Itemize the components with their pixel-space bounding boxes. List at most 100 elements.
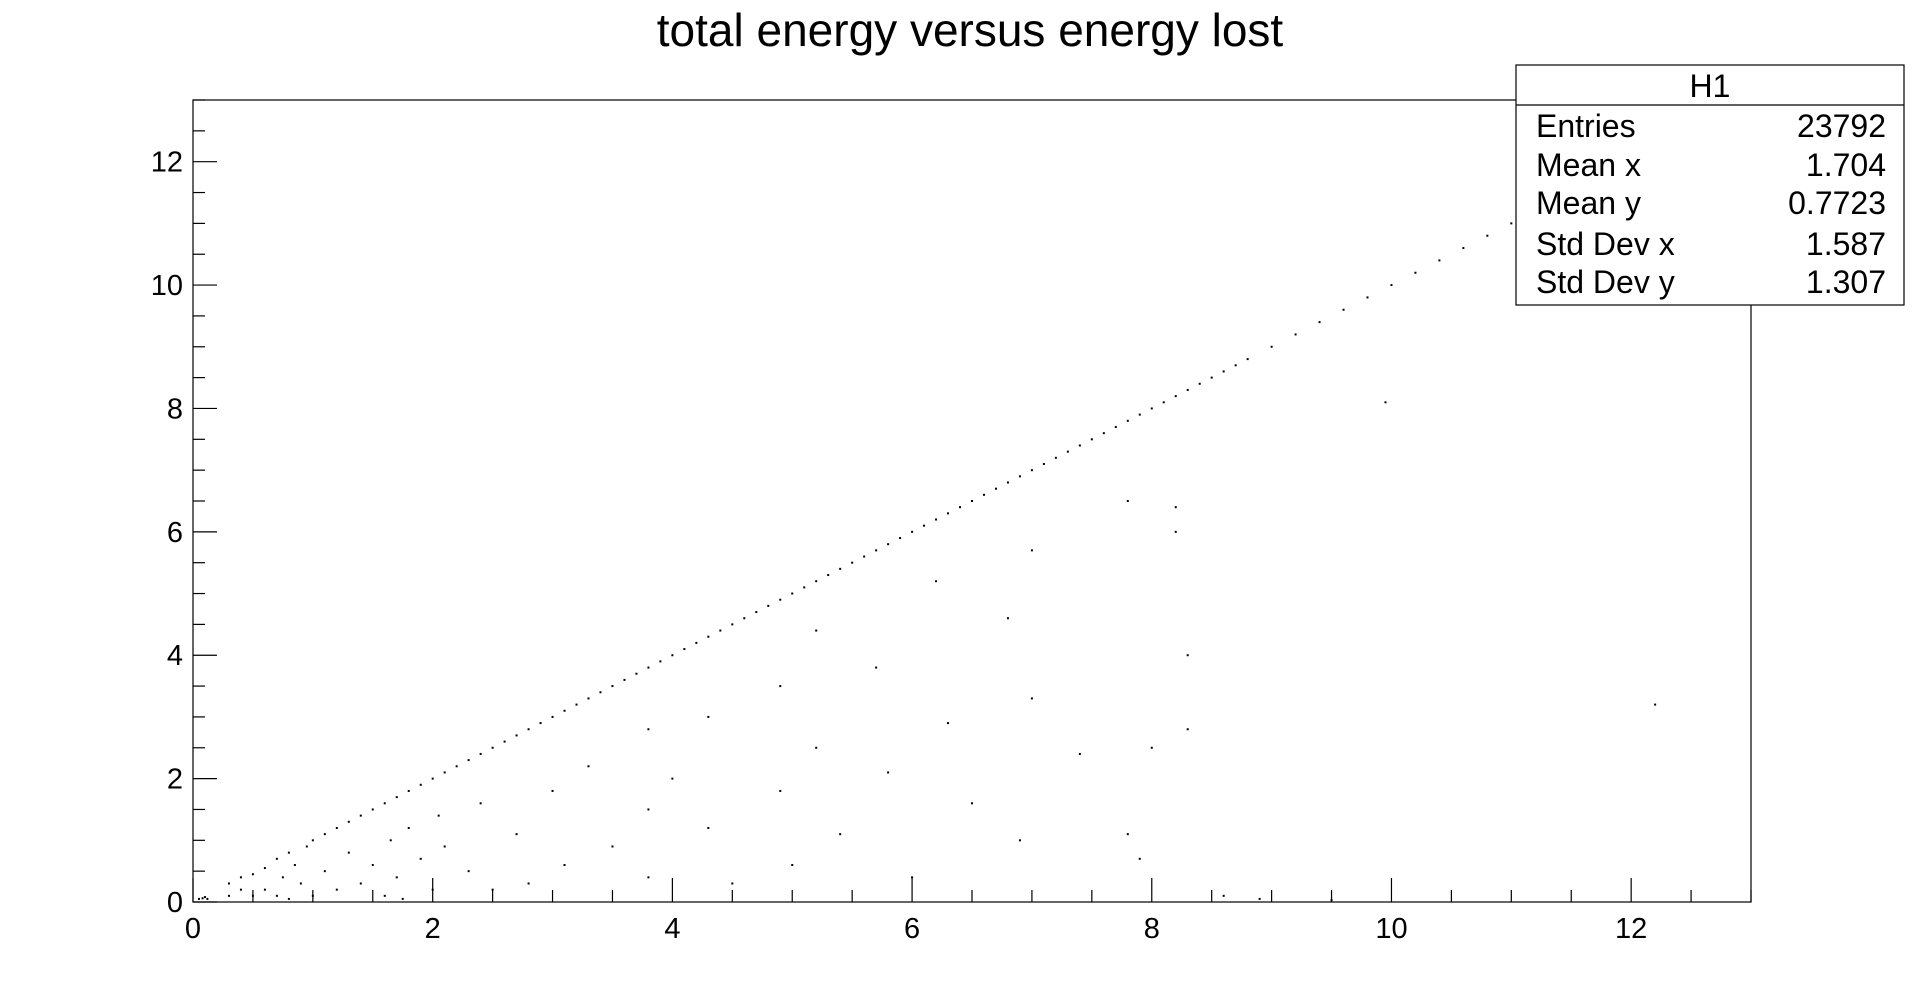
- scatter-point: [407, 789, 410, 792]
- scatter-point: [827, 574, 830, 577]
- axis-ticks: 0 2 4 6 8 10 12 0 2 4 6 8 10 12: [151, 99, 1752, 945]
- scatter-point: [1150, 407, 1153, 410]
- x-tick-label: 0: [185, 913, 201, 945]
- scatter-point: [467, 759, 470, 762]
- scatter-point: [305, 845, 308, 848]
- scatter-point: [1174, 395, 1177, 398]
- scatter-point: [419, 857, 422, 860]
- scatter-point: [563, 709, 566, 712]
- scatter-point: [575, 703, 578, 706]
- scatter-point: [395, 796, 398, 799]
- scatter-point: [299, 882, 302, 885]
- scatter-point: [875, 549, 878, 552]
- scatter-point: [707, 826, 710, 829]
- scatter-point: [1186, 728, 1189, 731]
- scatter-point: [437, 814, 440, 817]
- scatter-point: [1246, 358, 1249, 361]
- scatter-point: [683, 648, 686, 651]
- scatter-point: [359, 814, 362, 817]
- scatter-point: [323, 870, 326, 873]
- scatter-point: [1150, 746, 1153, 749]
- scatter-point: [791, 863, 794, 866]
- scatter-point: [1114, 425, 1117, 428]
- scatter-point: [1510, 222, 1513, 225]
- scatter-point: [347, 851, 350, 854]
- scatter-point: [1384, 401, 1387, 404]
- scatter-point: [527, 728, 530, 731]
- scatter-point: [203, 896, 206, 899]
- scatter-point: [1198, 382, 1201, 385]
- scatter-point: [779, 685, 782, 688]
- scatter-point: [671, 654, 674, 657]
- scatter-point: [623, 678, 626, 681]
- scatter-point: [887, 543, 890, 546]
- scatter-point: [899, 537, 902, 540]
- scatter-point: [1186, 388, 1189, 391]
- scatter-point: [863, 555, 866, 558]
- scatter-point: [1126, 500, 1129, 502]
- y-tick-label: 2: [167, 764, 183, 796]
- scatter-point: [263, 867, 266, 870]
- scatter-point: [275, 857, 278, 860]
- scatter-point: [1258, 897, 1261, 900]
- scatter-point: [611, 685, 614, 688]
- stats-box: H1 Entries 23792 Mean x 1.704 Mean y 0.7…: [1515, 64, 1905, 306]
- scatter-point: [1486, 234, 1489, 237]
- scatter-point: [839, 567, 842, 570]
- scatter-point: [971, 500, 973, 502]
- scatter-point: [455, 765, 458, 768]
- scatter-point: [982, 493, 985, 496]
- scatter-point: [1654, 703, 1657, 706]
- scatter-point: [731, 623, 734, 626]
- scatter-point: [1042, 462, 1045, 465]
- scatter-point: [293, 863, 296, 866]
- scatter-point: [401, 897, 404, 900]
- scatter-point: [359, 882, 362, 885]
- scatter-point: [311, 839, 314, 842]
- scatter-point: [971, 802, 973, 805]
- scatter-point: [755, 611, 758, 614]
- scatter-point: [419, 783, 422, 786]
- scatter-point: [275, 894, 278, 897]
- scatter-point: [803, 586, 806, 589]
- scatter-point: [1270, 345, 1273, 348]
- scatter-point: [335, 888, 338, 891]
- scatter-point: [1294, 333, 1297, 336]
- scatter-point: [539, 722, 542, 725]
- scatter-point: [503, 740, 506, 743]
- scatter-points: [197, 222, 1657, 902]
- scatter-point: [347, 820, 350, 823]
- scatter-point: [563, 863, 566, 866]
- scatter-point: [1102, 432, 1105, 435]
- scatter-point: [659, 660, 662, 663]
- stats-value-entries: 23792: [1797, 108, 1886, 144]
- scatter-point: [731, 882, 734, 885]
- y-tick-label: 10: [151, 270, 183, 302]
- scatter-point: [1414, 271, 1417, 274]
- scatter-point: [515, 833, 518, 836]
- scatter-point: [1438, 259, 1441, 262]
- scatter-point: [443, 771, 446, 774]
- scatter-point: [383, 802, 386, 805]
- scatter-point: [281, 876, 284, 879]
- scatter-point: [767, 604, 770, 607]
- scatter-point: [935, 580, 938, 583]
- scatter-point: [389, 839, 392, 842]
- stats-label-mean-y: Mean y: [1536, 185, 1641, 221]
- scatter-point: [695, 641, 698, 644]
- scatter-point: [839, 833, 842, 836]
- scatter-point: [1234, 364, 1237, 367]
- scatter-point: [263, 888, 266, 891]
- scatter-point: [1018, 475, 1021, 478]
- scatter-point: [851, 561, 854, 564]
- scatter-point: [287, 897, 290, 900]
- scatter-point: [635, 672, 638, 675]
- stats-label-std-dev-x: Std Dev x: [1536, 226, 1675, 262]
- scatter-point: [1030, 469, 1033, 472]
- scatter-point: [227, 894, 230, 897]
- stats-value-mean-x: 1.704: [1806, 147, 1886, 183]
- scatter-point: [227, 882, 230, 885]
- scatter-point: [815, 580, 818, 583]
- scatter-point: [1138, 413, 1141, 416]
- scatter-point: [1222, 370, 1225, 373]
